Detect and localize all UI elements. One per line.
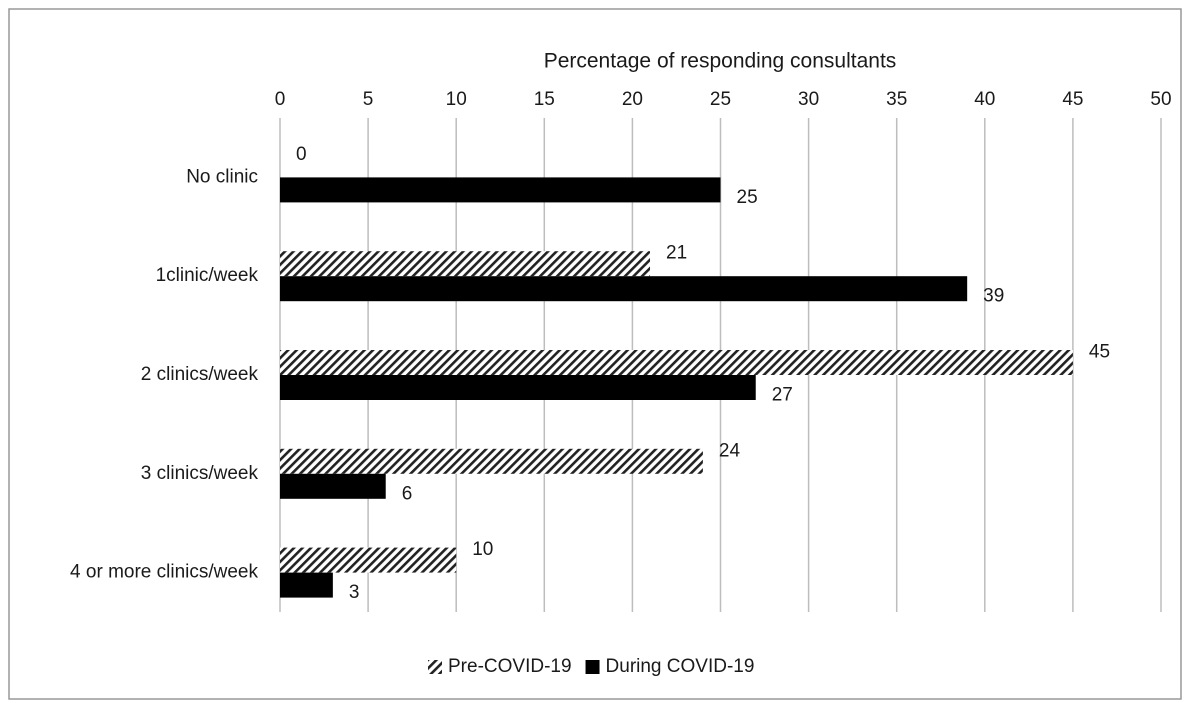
bar xyxy=(280,547,457,573)
value-label: 21 xyxy=(666,243,687,264)
value-label: 24 xyxy=(719,440,741,461)
bar xyxy=(280,448,703,474)
legend-label: Pre-COVID-19 xyxy=(448,656,572,677)
y-tick-label: 3 clinics/week xyxy=(141,463,259,484)
y-tick-label: 4 or more clinics/week xyxy=(70,562,258,583)
value-label: 27 xyxy=(772,385,793,406)
x-tick-label: 40 xyxy=(974,89,995,110)
bar xyxy=(280,350,1073,375)
frame xyxy=(8,8,1182,700)
value-label: 39 xyxy=(983,286,1004,307)
x-tick-label: 30 xyxy=(798,89,819,110)
bar xyxy=(280,177,721,203)
bar xyxy=(280,473,386,499)
legend-label: During COVID-19 xyxy=(606,656,755,677)
x-tick-label: 5 xyxy=(363,89,374,110)
x-tick-label: 15 xyxy=(534,89,555,110)
x-tick-label: 10 xyxy=(446,89,467,110)
x-tick-label: 35 xyxy=(886,89,907,110)
x-axis-label: Percentage of responding consultants xyxy=(544,50,897,73)
bar xyxy=(280,572,333,598)
value-label: 3 xyxy=(349,582,360,603)
value-label: 6 xyxy=(402,483,413,504)
value-label: 10 xyxy=(472,539,493,560)
y-tick-label: No clinic xyxy=(186,166,258,187)
bar xyxy=(280,276,968,302)
y-tick-label: 2 clinics/week xyxy=(141,364,259,385)
y-tick-label: 1clinic/week xyxy=(156,265,259,286)
bar xyxy=(280,375,756,400)
x-tick-label: 20 xyxy=(622,89,643,110)
value-label: 25 xyxy=(737,187,758,208)
value-label: 45 xyxy=(1089,342,1110,363)
x-tick-label: 50 xyxy=(1150,89,1171,110)
x-tick-label: 0 xyxy=(275,89,286,110)
legend-swatch xyxy=(585,660,600,674)
value-label: 0 xyxy=(296,144,307,165)
x-tick-label: 45 xyxy=(1062,89,1083,110)
legend-swatch xyxy=(428,660,442,674)
bar xyxy=(280,251,651,277)
x-tick-label: 25 xyxy=(710,89,731,110)
